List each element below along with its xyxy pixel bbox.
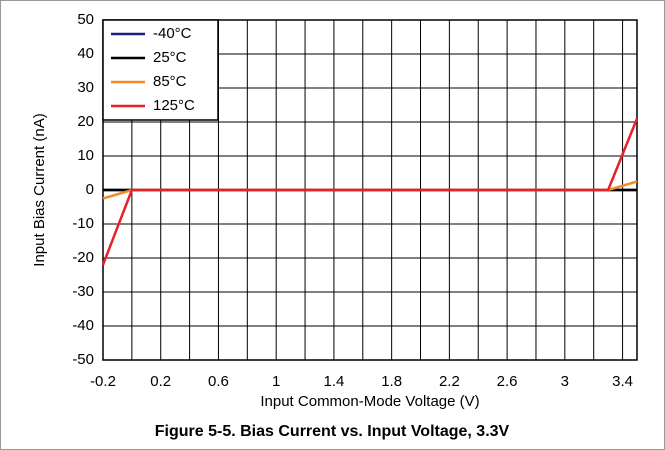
y-axis-label: Input Bias Current (nA) xyxy=(31,113,48,266)
y-tick-label: 10 xyxy=(77,147,94,164)
x-tick-label: 3 xyxy=(561,373,569,390)
y-tick-label: -40 xyxy=(72,317,94,334)
legend-label: 125°C xyxy=(153,97,195,114)
x-tick-label: 1.8 xyxy=(381,373,402,390)
x-tick-label: 2.6 xyxy=(497,373,518,390)
y-tick-label: -30 xyxy=(72,283,94,300)
x-tick-label: 0.6 xyxy=(208,373,229,390)
y-tick-label: 50 xyxy=(77,11,94,28)
y-tick-label: -10 xyxy=(72,215,94,232)
x-tick-label: 1.4 xyxy=(323,373,344,390)
x-tick-label: 1 xyxy=(272,373,280,390)
y-tick-label: -20 xyxy=(72,249,94,266)
x-tick-label: 2.2 xyxy=(439,373,460,390)
chart-title: Figure 5-5. Bias Current vs. Input Volta… xyxy=(155,423,510,440)
y-tick-label: 30 xyxy=(77,79,94,96)
legend-label: 85°C xyxy=(153,73,187,90)
y-tick-label: 0 xyxy=(86,181,94,198)
x-tick-label: -0.2 xyxy=(90,373,116,390)
x-tick-label: 0.2 xyxy=(150,373,171,390)
legend-box xyxy=(102,19,219,121)
line-series xyxy=(101,118,639,266)
y-tick-label: -50 xyxy=(72,351,94,368)
legend-label: -40°C xyxy=(153,25,192,42)
y-tick-label: 40 xyxy=(77,45,94,62)
x-tick-label: 3.4 xyxy=(612,373,633,390)
x-axis-label: Input Common-Mode Voltage (V) xyxy=(260,393,479,410)
legend-label: 25°C xyxy=(153,49,187,66)
y-tick-label: 20 xyxy=(77,113,94,130)
